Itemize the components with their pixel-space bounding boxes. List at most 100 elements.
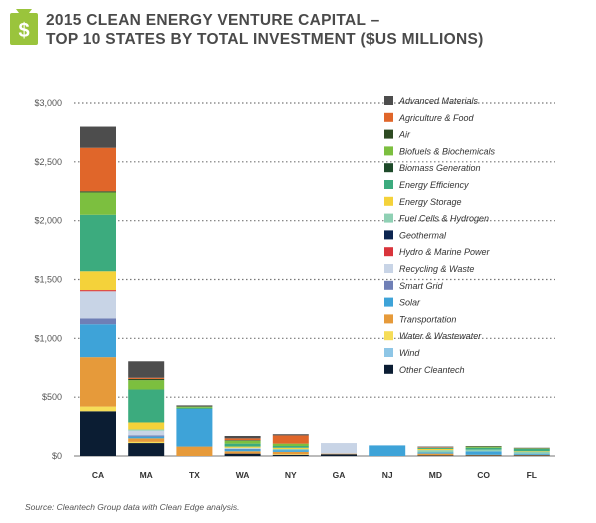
x-tick-label: WA [236,470,250,480]
bar-segment-md-transportation [417,453,454,456]
bar-segment-ma-energy-storage [128,422,165,430]
bar-segment-fl-transportation [513,454,550,456]
bar-segment-fl-biofuels-biochemicals [513,448,550,449]
x-tick-label: TX [189,470,200,480]
bar-segment-ma-recycling-waste [128,430,165,436]
legend-label: Geothermal [399,230,447,240]
legend-swatch [384,230,393,240]
bar-segment-ca-hydro-marine-power [80,290,116,292]
x-tick-label: MD [429,470,442,480]
legend-swatch [384,96,393,105]
bar-segment-ma-advanced-materials [128,361,165,378]
bar-segment-wa-solar [224,449,261,452]
bar-segment-ny-transportation [272,451,309,455]
bar-segment-ca-smart-grid [80,318,116,325]
y-tick-label: $0 [52,451,62,461]
bar-segment-ny-water-wastewater [272,454,309,455]
bar-segment-ca-water-wastewater [80,406,116,412]
bar-segment-ma-water-wastewater [128,441,165,444]
bar-segment-fl-solar [513,453,550,455]
title-line-2: TOP 10 STATES BY TOTAL INVESTMENT ($US M… [46,31,484,48]
x-tick-label: CO [477,470,490,480]
legend-label: Wind [399,348,420,358]
y-tick-label: $1,000 [34,333,62,343]
bar-segment-wa-energy-storage [224,446,261,448]
legend-swatch [384,247,393,257]
bar-segment-ma-solar [128,436,165,439]
legend-swatch [384,163,393,173]
bar-segment-ny-energy-efficiency [272,445,309,448]
legend-swatch [384,331,393,341]
bar-segment-tx-advanced-materials [176,405,213,407]
bar-segment-md-solar [417,452,454,454]
bar-segment-ma-other-cleantech [128,443,165,456]
bar-segment-ca-air [80,191,116,193]
legend-label: Energy Storage [399,197,462,207]
bar-segment-ga-transportation [321,453,357,455]
bar-segment-ny-solar [272,450,309,452]
legend-swatch [384,213,393,223]
bar-segment-wa-transportation [224,451,261,454]
legend-swatch [384,314,393,324]
bar-segment-wa-agriculture-food [224,438,261,441]
bar-segment-wa-recycling-waste [224,448,261,449]
bar-segment-md-advanced-materials [417,446,454,448]
legend-label: Transportation [399,314,456,324]
legend-swatch [384,297,393,307]
bar-segment-md-agriculture-food [417,447,454,448]
bar-segment-fl-energy-efficiency [513,448,550,452]
bar-segment-ma-transportation [128,438,165,442]
x-tick-label: GA [333,470,346,480]
x-tick-label: FL [527,470,537,480]
y-tick-label: $2,000 [34,216,62,226]
bar-segment-ma-energy-efficiency [128,389,165,423]
y-tick-label: $2,500 [34,157,62,167]
bar-segment-co-energy-efficiency [465,447,502,450]
bar-segment-ca-other-cleantech [80,411,116,456]
bar-segment-co-solar [465,451,502,455]
bar-segment-ma-air [128,378,165,381]
bar-segment-ga-recycling-waste [321,443,357,454]
bar-segment-ga-other-cleantech [321,454,357,456]
legend-swatch [384,129,393,139]
bar-segment-fl-energy-storage [513,451,550,452]
bar-segment-co-other-cleantech [465,455,502,456]
bar-segment-ca-biofuels-biochemicals [80,192,116,215]
bar-segment-co-transportation [465,454,502,456]
bar-segment-tx-biofuels-biochemicals [176,406,213,408]
source-note: Source: Cleantech Group data with Clean … [25,502,240,512]
bar-segment-md-energy-storage [417,448,454,451]
bar-segment-tx-transportation [176,446,213,456]
bar-segment-wa-smart-grid [224,448,261,450]
bar-segment-ca-energy-efficiency [80,214,116,272]
bar-segment-md-energy-efficiency [417,447,454,449]
bar-segment-md-fuel-cells-hydrogen [417,450,454,453]
legend-label: Biomass Generation [399,163,481,173]
legend-label: Hydro & Marine Power [399,247,491,257]
bar-segment-ca-solar [80,324,116,358]
bar-segment-fl-fuel-cells-hydrogen [513,451,550,454]
title-line-1: 2015 CLEAN ENERGY VENTURE CAPITAL – [46,12,380,29]
bar-segment-ma-fuel-cells-hydrogen [128,429,165,431]
legend-label: Recycling & Waste [399,264,474,274]
y-tick-label: $3,000 [34,98,62,108]
legend-swatch [384,146,393,156]
bar-segment-ca-recycling-waste [80,291,116,319]
legend-swatch [384,264,393,273]
bar-segment-ma-biofuels-biochemicals [128,380,165,390]
bar-segment-co-biofuels-biochemicals [465,446,502,448]
bar-segment-fl-other-cleantech [513,455,550,456]
bar-segment-ny-energy-storage [272,447,309,449]
bar-segment-ma-smart-grid [128,435,165,437]
bar-segment-fl-advanced-materials [513,447,550,449]
legend-label: Air [398,130,411,140]
legend-label: Advanced Materials [398,96,479,106]
bar-segment-wa-biofuels-biochemicals [224,440,261,444]
x-tick-label: MA [140,470,153,480]
chart-title: 2015 CLEAN ENERGY VENTURE CAPITAL – TOP … [46,11,586,49]
bar-segment-co-advanced-materials [465,445,502,447]
legend-swatch [384,280,393,290]
x-tick-label: NJ [382,470,393,480]
legend-swatch [384,196,393,206]
